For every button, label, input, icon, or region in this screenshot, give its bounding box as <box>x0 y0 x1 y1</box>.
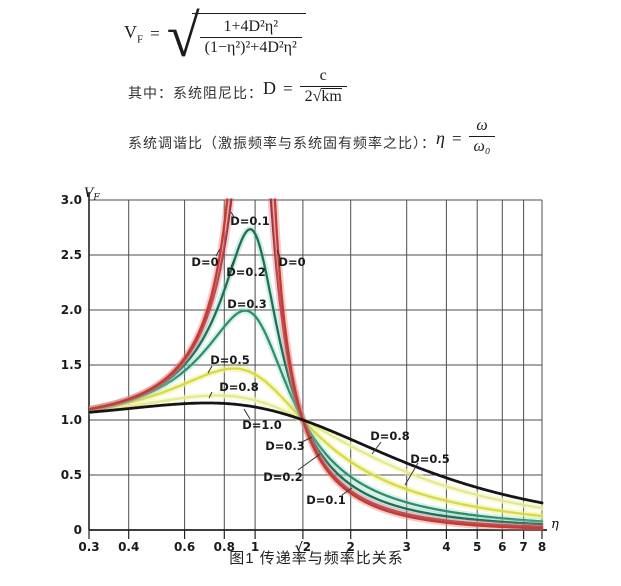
curve-D=1.0 <box>89 401 544 505</box>
formula-transmissibility: VF = √ 1+4D²η² (1−η²)²+4D²η² <box>124 3 306 69</box>
fraction-numerator: c <box>319 67 327 84</box>
annotation-leader <box>215 248 221 257</box>
x-tick-label: 0.8 <box>214 540 235 554</box>
annotation-leader <box>404 462 419 486</box>
curve-label: D=0.8 <box>370 429 410 443</box>
y-axis-label: VF <box>84 186 100 203</box>
curve-label: D=0 <box>278 255 305 269</box>
y-tick-label: 0.5 <box>61 468 82 482</box>
curve-annotations: D=0.1D=0 D=0D=0.2D=0.3D=0.5D=0.8D=1.0D=0.… <box>191 211 450 507</box>
curve-label: D=0.1 <box>230 214 270 228</box>
formula-damping-ratio: 其中：系统阻尼比： D = c 2√km <box>128 66 347 107</box>
damping-lhs: D <box>263 78 276 98</box>
grid <box>88 199 543 530</box>
curve-D=0.5 <box>89 367 544 518</box>
radicand: 1+4D²η² (1−η²)²+4D²η² <box>191 13 306 58</box>
fraction: c 2√km <box>299 66 347 107</box>
vf-base: V <box>124 22 137 43</box>
denominator-coefficient: 2√ <box>304 88 322 105</box>
curve-D=0.2 <box>89 228 544 526</box>
curve-label: D=0.3 <box>227 297 267 311</box>
x-tick-label: 6 <box>498 540 506 554</box>
fraction: 1+4D²η² (1−η²)²+4D²η² <box>199 17 302 58</box>
curve-label: D=0.2 <box>226 265 266 279</box>
annotation-leader <box>207 365 213 374</box>
y-tick-label: 2.5 <box>61 248 82 262</box>
square-root: √ 1+4D²η² (1−η²)²+4D²η² <box>166 3 306 69</box>
x-tick-label: 1 <box>251 540 259 554</box>
x-tick-label: √2 <box>295 540 311 554</box>
y-tick-label: 0 <box>74 523 82 537</box>
curve-label: D=0.2 <box>263 470 303 484</box>
fraction-numerator: 1+4D²η² <box>223 18 279 35</box>
x-tick-label: 5 <box>473 540 481 554</box>
x-tick-label: 7 <box>519 540 527 554</box>
annotation-leader <box>230 211 235 218</box>
y-tick-label: 1.0 <box>61 413 82 427</box>
fraction: ω ω₀ <box>468 116 496 157</box>
x-tick-label: 0.3 <box>78 540 99 554</box>
curve-D=0.8 <box>89 394 544 510</box>
radical-sign-icon: √ <box>166 3 200 69</box>
formula-tuning-ratio: 系统调谐比（激振频率与系统固有频率之比）： η = ω ω₀ <box>128 116 496 157</box>
curve-D=0 <box>89 198 544 530</box>
x-axis-label: η <box>551 517 559 532</box>
fraction-numerator: ω <box>476 117 488 134</box>
annotation-leader <box>297 453 321 471</box>
equals-sign: = <box>283 79 293 98</box>
curve-label: D=0.5 <box>410 452 450 466</box>
annotation-leader <box>371 441 382 455</box>
curve-group <box>89 198 544 531</box>
tuning-lhs: η <box>436 128 445 148</box>
curve-label: D=0 <box>191 255 218 269</box>
fraction-denominator: ω₀ <box>468 136 496 157</box>
curve-halo-D=0.2 <box>89 226 544 528</box>
x-tick-label: 2 <box>347 540 355 554</box>
axes <box>88 192 547 539</box>
figure-caption: 图1 传递率与频率比关系 <box>229 550 404 567</box>
x-tick-label: 3 <box>403 540 411 554</box>
curve-label: D=0.8 <box>219 380 259 394</box>
annotation-leader <box>301 436 313 443</box>
y-tick-label: 3.0 <box>61 193 82 207</box>
equals-sign: = <box>150 24 160 43</box>
y-tick-label: 1.5 <box>61 358 82 372</box>
curve-label: D=0.3 <box>265 439 305 453</box>
x-tick-label: 0.4 <box>118 540 139 554</box>
x-tick-label: 0.6 <box>174 540 195 554</box>
fraction-denominator: 2√km <box>299 86 347 107</box>
x-tick-label: 8 <box>538 540 546 554</box>
curve-label: D=0.5 <box>210 353 250 367</box>
fraction-denominator: (1−η²)²+4D²η² <box>199 37 302 58</box>
denominator-radicand: km <box>321 88 342 105</box>
annotation-leader <box>243 408 251 420</box>
curve-halo-D=0.3 <box>89 307 544 525</box>
annotation-leader <box>230 259 235 268</box>
x-tick-label: 4 <box>442 540 450 554</box>
formula-lhs: VF <box>124 22 143 46</box>
curve-label: D=0.1 <box>306 493 346 507</box>
curve-label: D=1.0 <box>242 418 282 432</box>
y-tick-label: 2.0 <box>61 303 82 317</box>
curve-D=0.3 <box>89 309 544 523</box>
tick-labels: 0.3 0.4 0.6 0.8 1 √2 2 3 4 5 6 7 8 0 0.5 1.0 1.5 2.0 2.5 3.… <box>61 193 546 554</box>
damping-intro-text: 其中：系统阻尼比： <box>128 85 263 101</box>
vf-sub: F <box>137 33 144 46</box>
annotation-leader <box>276 249 281 258</box>
equals-sign: = <box>451 129 462 148</box>
annotation-leader <box>208 391 213 399</box>
annotation-leader <box>341 487 353 496</box>
tuning-intro-text: 系统调谐比（激振频率与系统固有频率之比）： <box>128 135 436 151</box>
